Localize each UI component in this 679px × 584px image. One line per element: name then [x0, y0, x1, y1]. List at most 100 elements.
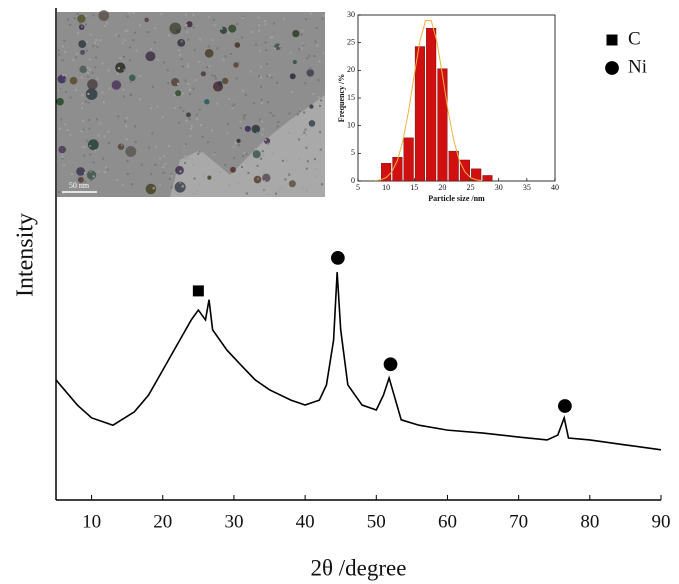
tem-grain [84, 180, 87, 183]
tem-grain [130, 94, 133, 97]
tem-grain [213, 24, 216, 27]
tem-grain [198, 108, 201, 111]
tem-grain [125, 138, 128, 141]
tem-particle [57, 74, 67, 84]
fit-curve [374, 20, 482, 182]
tem-particle [228, 24, 237, 33]
tem-grain [89, 153, 92, 156]
tem-particle [217, 81, 223, 86]
tem-grain [276, 81, 279, 84]
tem-particle [125, 146, 137, 157]
tem-grain [321, 17, 324, 20]
tem-grain [216, 102, 219, 105]
tem-grain [314, 40, 317, 43]
tem-grain [139, 98, 142, 101]
tem-grain [246, 192, 249, 195]
legend-label: C [628, 28, 641, 49]
marker [383, 357, 398, 372]
tem-grain [86, 66, 89, 69]
tem-grain [316, 44, 319, 47]
tem-grain [99, 39, 102, 42]
x-tick-label: 20 [153, 511, 172, 532]
tem-particle [175, 90, 182, 97]
tem-particle [58, 145, 67, 154]
bar [437, 68, 448, 182]
tem-grain [284, 178, 287, 181]
y-tick-label: 30 [347, 10, 355, 19]
tem-grain [231, 106, 234, 109]
tem-grain [159, 183, 162, 186]
tem-grain [92, 14, 95, 17]
tem-grain [269, 111, 272, 114]
tem-grain [179, 106, 182, 109]
tem-particle [292, 59, 297, 65]
tem-grain [95, 38, 98, 41]
y-axis-label: Intensity [13, 213, 39, 297]
tem-grain [240, 36, 243, 39]
tem-grain [184, 157, 187, 160]
tem-grain [62, 74, 65, 77]
tem-grain [193, 177, 196, 180]
tem-grain [90, 179, 93, 182]
tem-grain [227, 31, 230, 34]
tem-grain [87, 101, 90, 104]
tem-grain [240, 166, 243, 169]
tem-grain [184, 143, 187, 146]
tem-grain [212, 18, 215, 21]
tem-grain [107, 141, 110, 144]
tem-grain [313, 158, 316, 161]
tem-particle [85, 88, 98, 100]
tem-grain [86, 72, 89, 75]
tem-grain [314, 175, 317, 178]
tem-grain [226, 122, 229, 125]
tem-grain [180, 40, 183, 43]
tem-grain [117, 67, 120, 70]
tem-grain [199, 38, 202, 41]
tem-grain [72, 58, 75, 61]
tem-grain [126, 160, 129, 163]
tem-grain [258, 24, 261, 27]
tem-grain [101, 91, 104, 94]
tem-grain [126, 29, 129, 32]
tem-grain [318, 104, 321, 107]
tem-particle [186, 21, 193, 28]
tem-grain [214, 77, 217, 80]
tem-grain [121, 42, 124, 45]
tem-grain [187, 83, 190, 86]
tem-grain [272, 22, 275, 25]
tem-grain [301, 187, 304, 190]
tem-grain [122, 95, 125, 98]
tem-grain [161, 116, 164, 119]
tem-grain [81, 107, 84, 110]
tem-grain [150, 107, 153, 110]
tem-grain [63, 39, 66, 42]
tem-grain [260, 98, 263, 101]
tem-particle [145, 51, 156, 62]
tem-grain [192, 164, 195, 167]
tem-grain [128, 46, 131, 49]
x-tick-label: 30 [495, 183, 503, 192]
tem-image [56, 10, 325, 197]
tem-grain [256, 131, 259, 134]
tem-grain [239, 126, 242, 129]
tem-grain [264, 138, 267, 141]
tem-grain [283, 17, 286, 20]
tem-grain [250, 30, 253, 33]
tem-grain [263, 180, 266, 183]
tem-grain [237, 144, 240, 147]
tem-grain [243, 152, 246, 155]
tem-grain [258, 29, 261, 32]
tem-grain [280, 186, 283, 189]
tem-grain [277, 120, 280, 123]
tem-grain [196, 118, 199, 121]
tem-grain [80, 76, 83, 79]
tem-particle [230, 166, 236, 173]
tem-grain [302, 44, 305, 47]
tem-grain [260, 157, 263, 160]
tem-grain [61, 45, 64, 48]
tem-particle [221, 77, 229, 85]
tem-grain [182, 65, 185, 68]
tem-grain [297, 138, 300, 141]
tem-grain [86, 139, 89, 142]
tem-grain [91, 71, 94, 74]
